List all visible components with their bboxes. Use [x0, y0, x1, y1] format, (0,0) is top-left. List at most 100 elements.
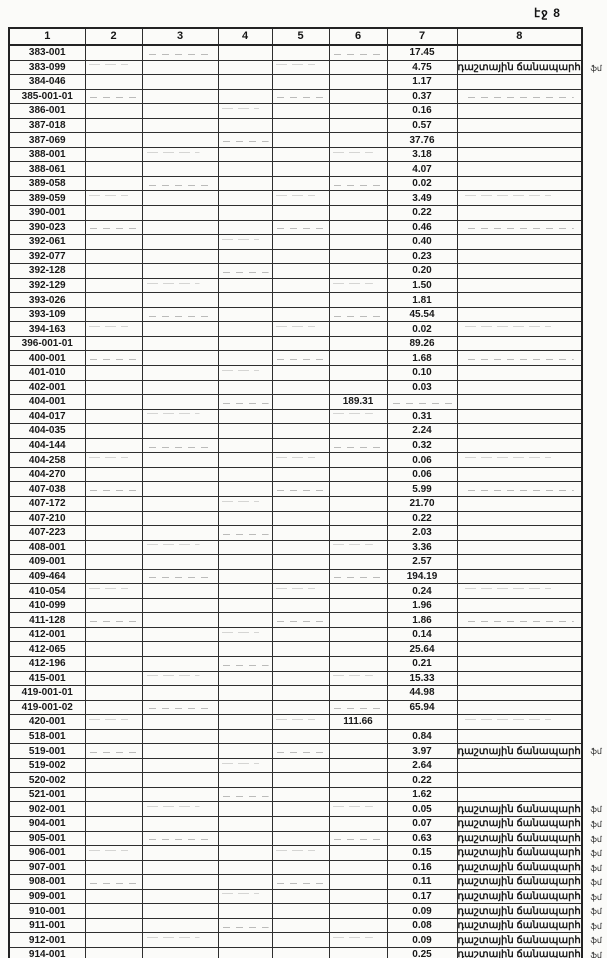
parcel-code: 419-001-02 — [8, 699, 86, 716]
empty-cell — [217, 146, 273, 163]
value-col7: 89.26 — [386, 335, 458, 352]
empty-cell — [456, 510, 583, 527]
empty-cell — [84, 44, 143, 61]
empty-cell — [271, 481, 330, 497]
empty-cell — [217, 117, 273, 134]
empty-cell — [328, 335, 388, 352]
empty-cell — [141, 568, 219, 585]
empty-cell — [328, 815, 388, 832]
table-row: 392-128 0.20 — [8, 263, 583, 279]
empty-cell — [328, 234, 388, 250]
empty-cell — [271, 466, 330, 483]
table-row: 389-058 0.02 — [8, 175, 583, 192]
table-row: 520-002 0.22 — [8, 772, 583, 788]
note-text: դաշտային ճանապարհ — [457, 847, 581, 859]
empty-cell — [217, 132, 273, 148]
parcel-code: 383-099 — [8, 59, 86, 76]
note-cell: դաշտային ճանապարհ ֆմ — [456, 932, 602, 948]
empty-cell — [84, 423, 143, 439]
empty-cell — [141, 757, 219, 774]
value-col7: 0.63 — [386, 830, 458, 847]
empty-cell — [456, 175, 583, 192]
empty-cell — [84, 263, 143, 279]
empty-cell — [84, 306, 143, 323]
parcel-code: 407-038 — [8, 481, 86, 497]
empty-cell — [386, 394, 458, 410]
empty-cell — [84, 699, 143, 716]
parcel-code: 404-017 — [8, 408, 86, 425]
empty-cell — [141, 685, 219, 701]
empty-cell — [84, 495, 143, 512]
empty-cell — [84, 859, 143, 876]
value-col7: 44.98 — [386, 685, 458, 701]
empty-cell — [456, 190, 583, 207]
value-col7: 0.20 — [386, 263, 458, 279]
empty-cell — [217, 495, 273, 512]
value-col7: 1.62 — [386, 786, 458, 803]
column-header-3: 3 — [141, 27, 219, 46]
empty-cell — [84, 568, 143, 585]
parcel-code: 420-001 — [8, 714, 86, 730]
empty-cell — [271, 394, 330, 410]
table-row: 909-001 0.17 դաշտային ճանապարհ ֆմ — [8, 888, 602, 905]
table-row: 387-069 37.76 — [8, 132, 583, 148]
empty-cell — [328, 525, 388, 541]
empty-cell — [141, 117, 219, 134]
parcel-code: 389-059 — [8, 190, 86, 207]
empty-cell — [141, 205, 219, 221]
empty-cell — [271, 161, 330, 177]
parcel-code: 906-001 — [8, 845, 86, 861]
empty-cell — [217, 597, 273, 614]
empty-cell — [141, 59, 219, 76]
empty-cell — [271, 539, 330, 556]
parcel-code: 390-023 — [8, 219, 86, 236]
empty-cell — [141, 365, 219, 381]
table-row: 393-109 45.54 — [8, 306, 583, 323]
empty-cell — [217, 321, 273, 337]
empty-cell — [456, 539, 583, 556]
value-col7: 21.70 — [386, 495, 458, 512]
value-col7: 17.45 — [386, 44, 458, 61]
empty-cell — [84, 874, 143, 890]
table-row: 388-001 3.18 — [8, 146, 583, 163]
table-row: 906-001 0.15 դաշտային ճանապարհ ֆմ — [8, 845, 602, 861]
empty-cell — [141, 277, 219, 294]
empty-cell — [456, 132, 583, 148]
table-row: 390-001 0.22 — [8, 205, 583, 221]
empty-cell — [141, 714, 219, 730]
table-row: 392-077 0.23 — [8, 248, 583, 265]
value-col7: 0.14 — [386, 626, 458, 643]
table-row: 386-001 0.16 — [8, 103, 583, 119]
table-row: 404-258 0.06 — [8, 452, 583, 468]
empty-cell — [328, 306, 388, 323]
empty-cell — [141, 801, 219, 817]
value-col7: 0.57 — [386, 117, 458, 134]
empty-cell — [328, 685, 388, 701]
empty-cell — [328, 59, 388, 76]
empty-cell — [217, 161, 273, 177]
value-col7: 37.76 — [386, 132, 458, 148]
empty-cell — [271, 365, 330, 381]
empty-cell — [217, 757, 273, 774]
empty-cell — [456, 525, 583, 541]
empty-cell — [217, 219, 273, 236]
empty-cell — [456, 655, 583, 672]
margin-note: ֆմ — [590, 936, 602, 946]
empty-cell — [271, 903, 330, 919]
empty-cell — [141, 583, 219, 599]
empty-cell — [271, 306, 330, 323]
empty-cell — [141, 437, 219, 454]
empty-cell — [217, 743, 273, 759]
empty-cell — [217, 466, 273, 483]
empty-cell — [456, 161, 583, 177]
empty-cell — [328, 161, 388, 177]
empty-cell — [84, 190, 143, 207]
empty-cell — [141, 306, 219, 323]
empty-cell — [84, 612, 143, 628]
empty-cell — [84, 88, 143, 105]
empty-cell — [328, 466, 388, 483]
empty-cell — [141, 946, 219, 958]
empty-cell — [328, 568, 388, 585]
empty-cell — [141, 74, 219, 90]
table-row: 404-144 0.32 — [8, 437, 583, 454]
